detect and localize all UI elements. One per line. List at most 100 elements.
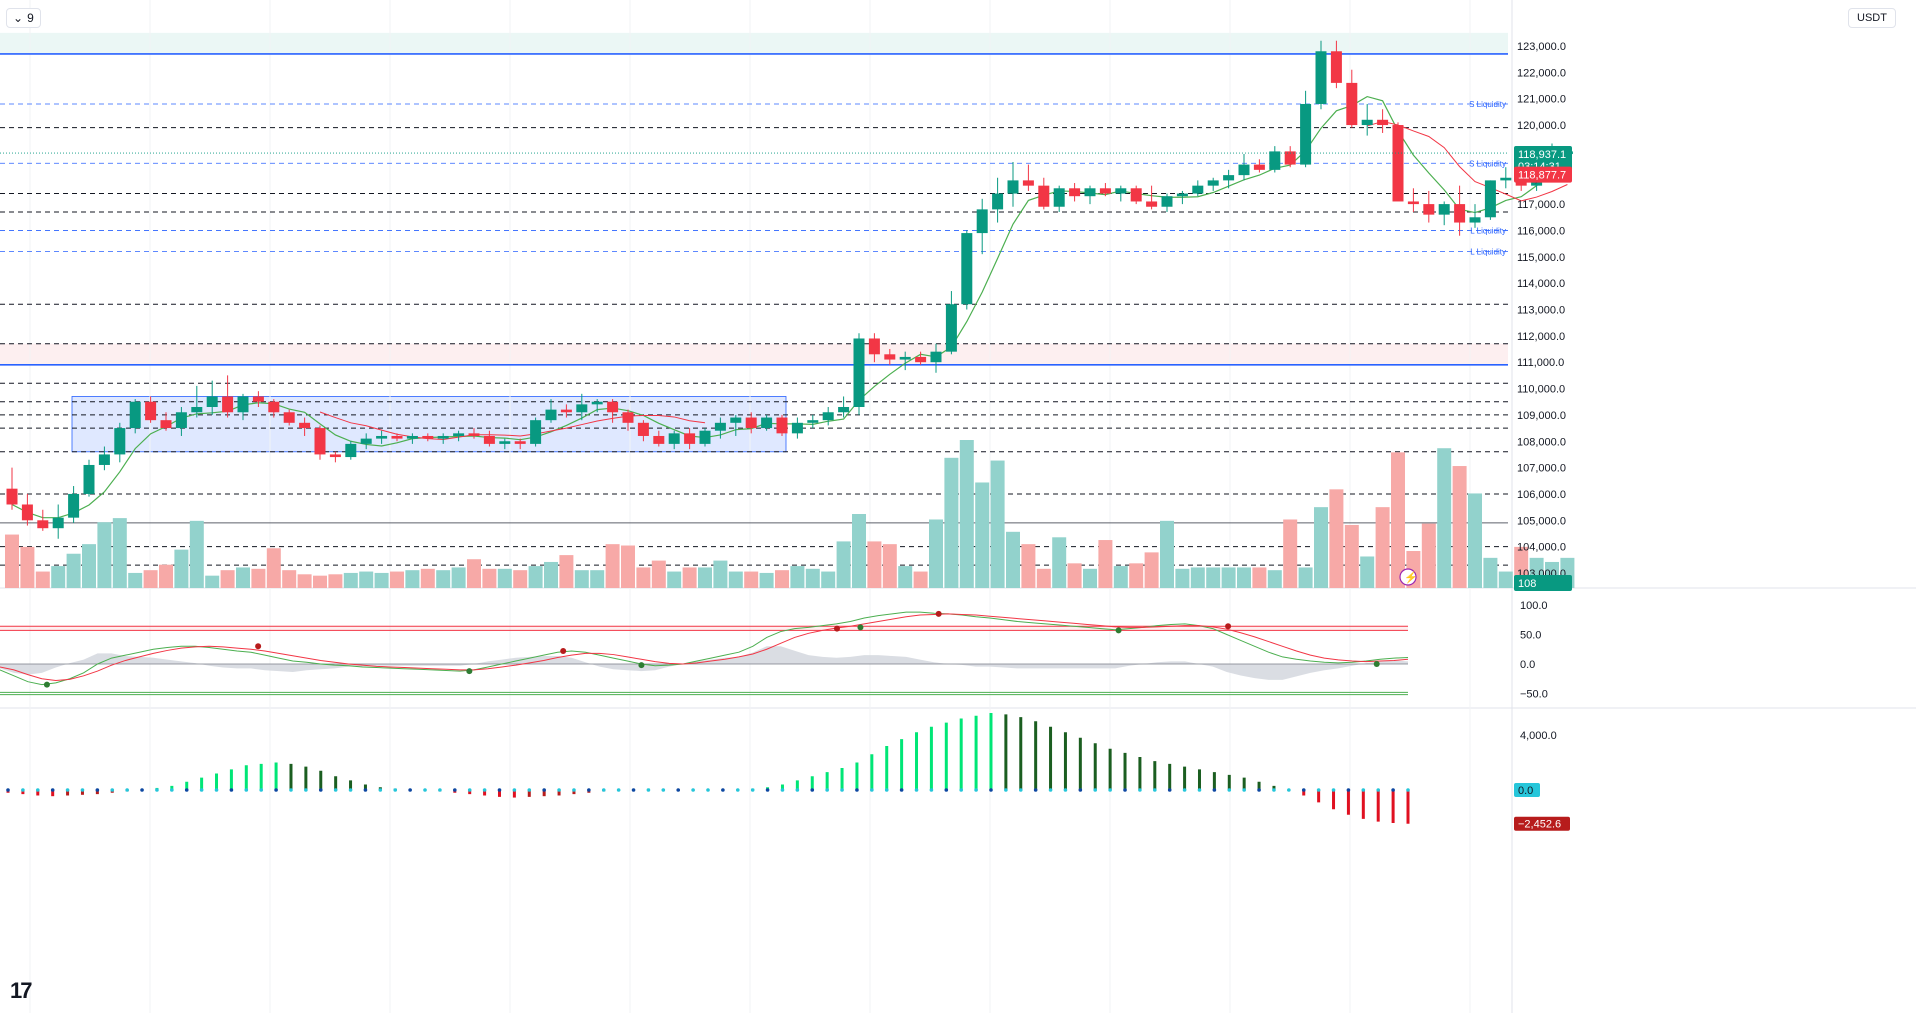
- ma-value-tag-text: 118,877.7: [1518, 170, 1566, 182]
- candle: [637, 420, 649, 442]
- histogram-zero-text: 0.0: [1518, 785, 1533, 797]
- candle-body: [145, 401, 157, 421]
- histogram-bar: [319, 770, 323, 790]
- candle-body: [838, 406, 850, 413]
- volume-bar: [374, 572, 389, 588]
- candle: [822, 406, 834, 426]
- candle-body: [268, 401, 280, 413]
- candles[interactable]: [6, 40, 1573, 539]
- candle-body: [422, 435, 434, 439]
- histogram-bar: [80, 790, 84, 795]
- candle-body: [1176, 193, 1188, 197]
- lightning-icon: [1399, 568, 1417, 586]
- candle-body: [1130, 188, 1142, 202]
- signal-dot: [721, 788, 725, 792]
- candle: [1346, 69, 1358, 128]
- cross-marker: [466, 668, 473, 675]
- candle-body: [37, 520, 49, 529]
- volume-bar: [528, 566, 543, 588]
- candle-body: [52, 517, 64, 529]
- candle: [730, 414, 742, 436]
- candle-body: [1284, 151, 1296, 165]
- signal-dot: [780, 788, 785, 792]
- candle: [422, 433, 434, 442]
- cross-marker: [935, 610, 942, 617]
- candle: [622, 409, 634, 431]
- interval-label: 9: [27, 11, 34, 25]
- volume-bar: [913, 571, 928, 588]
- volume-bar: [667, 571, 682, 588]
- candle: [1223, 169, 1235, 189]
- currency-button[interactable]: USDT: [1848, 8, 1896, 28]
- candle: [1207, 177, 1219, 191]
- ma-line-green: [11, 95, 1568, 519]
- histogram-bar: [36, 790, 40, 796]
- candle-body: [21, 504, 33, 521]
- candle-body: [483, 435, 495, 444]
- candle-body: [206, 396, 218, 407]
- candle: [37, 509, 49, 531]
- signal-dot: [229, 788, 234, 792]
- cross-marker: [255, 643, 262, 650]
- volume-bar: [467, 559, 481, 588]
- candle-body: [283, 412, 295, 423]
- volume-bar: [1160, 520, 1174, 588]
- interval-button[interactable]: ⌄ 9: [6, 8, 41, 28]
- signal-dot: [691, 788, 695, 792]
- signal-dot: [482, 788, 487, 792]
- histogram-bar: [780, 784, 784, 790]
- candle: [1392, 122, 1404, 202]
- histogram-bar: [1242, 777, 1246, 790]
- volume-bar: [497, 568, 512, 588]
- candle-body: [191, 406, 203, 413]
- signal-dot: [438, 788, 442, 792]
- candle-body: [930, 351, 942, 363]
- volume-bar: [5, 534, 19, 588]
- tradingview-logo-icon[interactable]: 17: [10, 978, 33, 1003]
- histogram-bar: [1376, 790, 1380, 822]
- volume-bar: [143, 570, 158, 588]
- candle: [1084, 185, 1096, 205]
- volume-bar: [698, 567, 712, 588]
- histogram-bar: [1391, 790, 1395, 823]
- level-lines: [0, 53, 1508, 566]
- volume-bar: [944, 457, 959, 588]
- candle: [1022, 164, 1034, 191]
- signal-dot: [244, 788, 249, 792]
- volume-bar: [990, 460, 1005, 588]
- candle: [945, 291, 957, 355]
- volume-bar: [821, 571, 836, 588]
- volume-bar: [35, 571, 50, 588]
- volume-bar: [744, 571, 759, 588]
- signal-dot: [1242, 788, 1246, 792]
- histogram-bar: [572, 790, 576, 795]
- histogram-bar: [1346, 790, 1350, 815]
- volume-bars: [5, 440, 1575, 588]
- histogram-bar: [334, 776, 338, 790]
- candle-body: [591, 401, 603, 405]
- histogram-last-text: −2,452.6: [1518, 819, 1561, 831]
- volume-bar: [97, 522, 112, 588]
- candle: [237, 393, 249, 421]
- candle-body: [1346, 82, 1358, 126]
- candle: [206, 380, 218, 415]
- price-axis-label: 116,000.0: [1517, 225, 1565, 237]
- candle: [268, 399, 280, 418]
- histogram-bar: [289, 763, 293, 790]
- cross-marker: [1115, 627, 1122, 634]
- histogram-bar: [542, 790, 546, 797]
- candle: [560, 404, 572, 418]
- histogram-bar: [1004, 714, 1008, 790]
- price-axis[interactable]: 123,000.0122,000.0121,000.0120,000.0119,…: [1517, 41, 1566, 742]
- volume-bar: [852, 514, 866, 588]
- histogram-bar: [200, 777, 204, 790]
- volume-bar: [159, 564, 173, 588]
- candle-body: [175, 412, 187, 429]
- candle: [761, 414, 773, 431]
- volume-bar: [513, 570, 528, 588]
- volume-tag-bg: [1514, 575, 1572, 591]
- price-axis-label: 104,000.0: [1517, 542, 1566, 554]
- candle-body: [222, 396, 234, 413]
